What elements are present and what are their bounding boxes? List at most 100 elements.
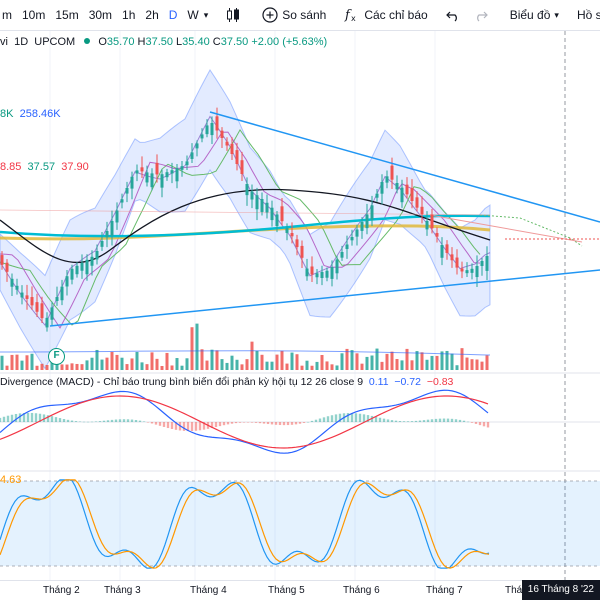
candle-body <box>420 206 424 215</box>
volume-bar <box>280 350 284 370</box>
macd-histogram-bar <box>146 422 150 423</box>
macd-histogram-bar <box>258 422 262 424</box>
volume-bar <box>350 350 354 370</box>
timeframe-10m[interactable]: 10m <box>22 7 46 22</box>
macd-histogram-bar <box>86 421 90 423</box>
volume-bar <box>160 365 164 370</box>
macd-histogram-bar <box>122 419 126 422</box>
macd-histogram-bar <box>398 421 402 422</box>
redo-button[interactable] <box>469 0 497 31</box>
symbol-legend: vi 1D UPCOM O35.70 H37.50 L35.40 C37.50 … <box>0 36 327 48</box>
volume-bar <box>120 357 124 370</box>
candle-body <box>325 270 329 278</box>
candle-body <box>65 276 69 287</box>
macd-histogram-bar <box>446 418 450 422</box>
macd-histogram-bar <box>38 413 42 422</box>
chart-menu-button[interactable]: Biểu đồ ▾ <box>505 0 564 31</box>
candle-body <box>405 184 409 195</box>
candle-body <box>180 166 184 170</box>
volume-bar <box>40 363 44 370</box>
volume-bar <box>480 361 484 370</box>
candle-body <box>270 207 274 221</box>
event-marker[interactable]: F <box>48 348 65 365</box>
macd-histogram-bar <box>466 421 470 423</box>
candle-body <box>310 266 314 275</box>
candle-body <box>0 255 4 265</box>
price-chart-canvas[interactable] <box>0 31 600 580</box>
macd-title: Divergence (MACD) - Chỉ báo trung bình b… <box>0 376 364 388</box>
ma-value-3: 37.90 <box>61 161 89 173</box>
timeframe-1h[interactable]: 1h <box>122 7 136 22</box>
compare-button[interactable]: So sánh <box>257 0 331 31</box>
candle-body <box>375 193 379 198</box>
candle-body <box>110 221 114 236</box>
timeframe-1m[interactable]: m <box>2 7 12 22</box>
volume-bar <box>335 365 339 370</box>
macd-histogram-bar <box>322 417 326 422</box>
volume-bar <box>475 359 479 370</box>
chart-type-button[interactable] <box>221 0 249 31</box>
macd-histogram-bar <box>270 422 274 425</box>
stoch-value: 4.63 <box>0 474 22 486</box>
timeframe-30m[interactable]: 30m <box>88 7 113 22</box>
candle-body <box>45 317 49 328</box>
volume-bar <box>450 353 454 370</box>
volume-bar <box>260 354 264 370</box>
volume-bar <box>415 351 419 370</box>
candle-body <box>385 176 389 183</box>
candle-body <box>445 244 449 253</box>
time-tick: Tháng 3 <box>104 585 141 596</box>
volume-bar <box>15 354 19 370</box>
candle-body <box>305 268 309 277</box>
candle-body <box>80 262 84 271</box>
stoch-d-line <box>0 479 490 569</box>
macd-histogram-bar <box>46 415 50 422</box>
chart-area[interactable]: vi 1D UPCOM O35.70 H37.50 L35.40 C37.50 … <box>0 31 600 580</box>
volume-bar <box>330 364 334 370</box>
macd-histogram-bar <box>162 422 166 427</box>
macd-histogram-bar <box>486 422 490 428</box>
timeframe-2h[interactable]: 2h <box>145 7 159 22</box>
volume-bar <box>45 364 49 370</box>
crosshair-date-label: 16 Tháng 8 '22 <box>521 580 600 600</box>
macd-histogram-bar <box>50 416 54 422</box>
profile-menu-button[interactable]: Hồ sơ ▾ <box>572 0 600 31</box>
candle-body <box>380 182 384 194</box>
candle-body <box>175 168 179 182</box>
stoch-legend: 4.63 <box>0 474 21 486</box>
ma-value-1: 8.85 <box>0 161 22 173</box>
volume-bar <box>145 364 149 370</box>
undo-button[interactable] <box>441 0 469 31</box>
volume-bar <box>470 359 474 370</box>
timeframe-dropdown-icon[interactable]: ▾ <box>203 9 209 20</box>
candle-body <box>25 295 29 299</box>
macd-value-1: 0.11 <box>368 376 389 388</box>
candle-body <box>115 210 119 223</box>
macd-histogram-bar <box>298 422 302 424</box>
timeframe-15m[interactable]: 15m <box>55 7 79 22</box>
candle-body <box>20 292 24 298</box>
macd-histogram-bar <box>78 421 82 423</box>
macd-histogram-bar <box>478 422 482 426</box>
candle-body <box>465 270 469 274</box>
macd-histogram-bar <box>350 413 354 422</box>
svg-text:x: x <box>351 14 356 23</box>
timeframe-d[interactable]: D <box>168 7 178 22</box>
macd-histogram-bar <box>102 420 106 422</box>
candle-body <box>240 160 244 174</box>
candle-body <box>130 176 134 189</box>
candle-body <box>440 245 444 258</box>
indicators-button[interactable]: f x Các chỉ báo <box>339 0 432 31</box>
volume-bar <box>345 348 349 370</box>
macd-histogram-bar <box>130 419 134 422</box>
time-axis[interactable]: Tháng 2 Tháng 3 Tháng 4 Tháng 5 Tháng 6 … <box>0 580 600 600</box>
candle-body <box>290 233 294 237</box>
timeframe-w[interactable]: W <box>187 7 199 22</box>
candle-body <box>410 188 414 201</box>
candle-body <box>135 170 139 174</box>
macd-histogram-bar <box>386 419 390 422</box>
macd-histogram-bar <box>58 418 62 422</box>
macd-histogram-bar <box>366 415 370 422</box>
resistance-line <box>0 209 491 216</box>
redo-icon <box>476 11 488 22</box>
